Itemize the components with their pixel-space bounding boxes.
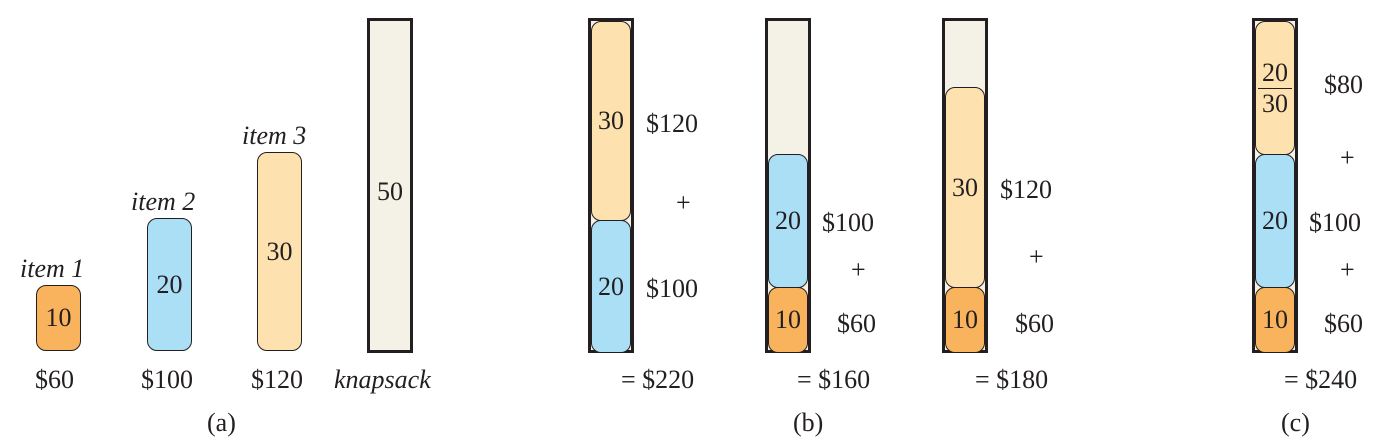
item-2-weight: 20 (598, 271, 624, 301)
solution-3-plus: + (1029, 242, 1044, 271)
fraction-denominator: 30 (1262, 88, 1288, 118)
knapsack-label: knapsack (334, 365, 431, 394)
caption-c: (c) (1281, 408, 1310, 437)
knapsack-fractional: 20 30 20 10 (1252, 18, 1298, 353)
solution-3-value-item-1: $60 (1015, 309, 1054, 338)
item-3-fraction-block: 20 30 (1255, 21, 1295, 155)
item-1-value: $60 (1324, 309, 1363, 338)
item-3-label: item 3 (242, 121, 307, 150)
solution-1-value-item-3: $120 (646, 109, 698, 138)
item-1-label: item 1 (20, 254, 85, 283)
knapsack-empty: 50 (367, 18, 413, 353)
item-2-value: $100 (141, 365, 193, 394)
fraction-value: $80 (1324, 70, 1363, 99)
item-1-weight: 10 (775, 305, 801, 334)
item-1-weight: 10 (45, 303, 72, 332)
item-2-block: 20 (591, 220, 631, 353)
item-3-value: $120 (251, 365, 303, 394)
solution-3-value-item-3: $120 (1000, 175, 1052, 204)
item-3-weight: 30 (952, 172, 978, 202)
solution-1-plus: + (676, 188, 691, 217)
item-1-weight: 10 (1262, 305, 1288, 334)
fraction-bar (1258, 87, 1292, 89)
solution-3-total: = $180 (975, 365, 1049, 394)
item-1-block: 10 (768, 287, 808, 353)
knapsack-capacity: 50 (377, 177, 403, 206)
plus-lower: + (1340, 255, 1355, 284)
item-2-weight: 20 (775, 206, 801, 235)
solution-2-plus: + (851, 255, 866, 284)
item-3-weight: 30 (266, 236, 293, 266)
item-2-weight: 20 (156, 269, 183, 299)
item-1-weight: 10 (952, 305, 978, 334)
solution-1-value-item-2: $100 (646, 274, 698, 303)
item-1-block: 10 (36, 285, 81, 351)
knapsack-solution-1: 30 20 (588, 18, 634, 353)
item-1-block: 10 (945, 287, 985, 353)
item-3-block: 30 (257, 152, 302, 351)
fraction: 20 30 (1258, 59, 1292, 117)
solution-2-total: = $160 (797, 365, 871, 394)
total: = $240 (1284, 365, 1358, 394)
item-2-weight: 20 (1262, 206, 1288, 235)
item-3-block: 30 (591, 21, 631, 221)
fraction-numerator: 20 (1262, 58, 1288, 88)
item-3-block: 30 (945, 87, 985, 288)
solution-1-total: = $220 (621, 365, 695, 394)
item-2-value: $100 (1309, 208, 1361, 237)
item-2-block: 20 (147, 218, 192, 351)
caption-b: (b) (793, 408, 824, 437)
knapsack-solution-2: 20 10 (765, 18, 811, 353)
item-1-block: 10 (1255, 287, 1295, 353)
item-3-weight: 30 (598, 106, 624, 135)
knapsack-solution-3: 30 10 (942, 18, 988, 353)
plus-upper: + (1340, 143, 1355, 172)
solution-2-value-item-2: $100 (822, 208, 874, 237)
item-2-label: item 2 (131, 187, 196, 216)
item-2-block: 20 (768, 154, 808, 288)
item-1-value: $60 (35, 365, 74, 394)
solution-2-value-item-1: $60 (837, 309, 876, 338)
item-2-block: 20 (1255, 154, 1295, 288)
caption-a: (a) (207, 408, 236, 437)
